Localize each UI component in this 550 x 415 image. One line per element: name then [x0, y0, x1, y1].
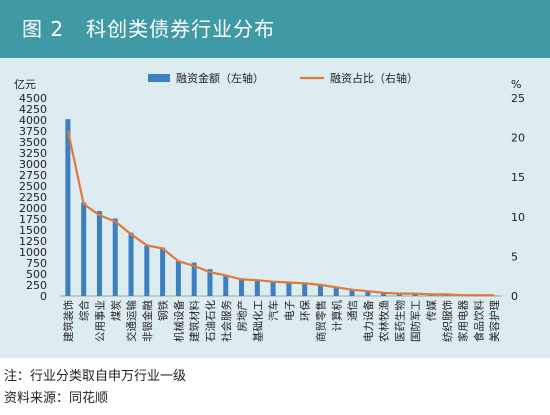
- left-tick-label: 4500: [19, 92, 47, 105]
- category-label: 医药生物: [393, 300, 406, 342]
- figure-source: 资料来源：同花顺: [4, 391, 109, 406]
- left-tick-label: 1000: [19, 246, 47, 259]
- category-label: 石油石化: [204, 300, 217, 342]
- bar: [286, 282, 292, 296]
- axes: 亿元 %0250500750100012501500175020002250250…: [14, 78, 525, 303]
- category-label: 纺织服饰: [441, 300, 454, 342]
- left-tick-label: 2500: [19, 180, 47, 193]
- category-label: 电子: [283, 300, 296, 321]
- bar: [175, 260, 181, 296]
- legend-swatch-bar: [148, 74, 170, 82]
- right-axis-unit: %: [511, 78, 521, 91]
- bar: [112, 218, 118, 296]
- category-labels: 建筑装饰 综合 公用事业 煤炭 交通运输 非银金融 钢铁 机械设备 建筑材料 石油石化 社会服务 房地…: [62, 300, 501, 343]
- right-tick-label: 20: [511, 132, 525, 145]
- left-tick-label: 2000: [19, 202, 47, 215]
- bar: [317, 285, 323, 296]
- left-tick-label: 2750: [19, 169, 47, 182]
- category-label: 基础化工: [251, 300, 264, 342]
- figure-header: 图 2 科创类债券行业分布: [0, 0, 550, 58]
- figure-title: 图 2 科创类债券行业分布: [22, 17, 276, 41]
- category-label: 社会服务: [220, 300, 233, 342]
- category-label: 家用电器: [457, 300, 470, 342]
- category-label: 商贸零售: [314, 300, 327, 342]
- legend-label-line: 融资占比（右轴）: [330, 71, 418, 85]
- category-label: 传媒: [425, 300, 438, 321]
- bar: [223, 275, 229, 296]
- left-tick-label: 1500: [19, 224, 47, 237]
- category-label: 建筑材料: [188, 300, 201, 342]
- right-tick-label: 0: [511, 290, 518, 303]
- bar: [207, 269, 213, 296]
- category-label: 环保: [299, 300, 312, 321]
- bar: [333, 286, 339, 296]
- category-label: 机械设备: [172, 300, 185, 342]
- category-label: 非银金融: [141, 300, 154, 342]
- category-label: 美容护理: [488, 300, 501, 342]
- legend-label-bar: 融资金额（左轴）: [176, 71, 264, 85]
- left-tick-label: 4000: [19, 114, 47, 127]
- category-label: 建筑装饰: [62, 300, 75, 342]
- right-tick-label: 10: [511, 211, 525, 224]
- left-tick-label: 1250: [19, 235, 47, 248]
- left-tick-label: 4250: [19, 103, 47, 116]
- category-label: 计算机: [330, 300, 343, 332]
- bar: [191, 262, 197, 296]
- right-tick-label: 15: [511, 171, 525, 184]
- legend: 融资金额（左轴） 融资占比（右轴）: [148, 71, 418, 85]
- bar: [412, 293, 418, 296]
- left-tick-label: 3500: [19, 136, 47, 149]
- right-tick-label: 5: [511, 250, 518, 263]
- category-label: 汽车: [267, 300, 280, 321]
- bar: [270, 281, 276, 296]
- category-label: 公用事业: [93, 300, 106, 342]
- bar: [144, 245, 150, 296]
- left-tick-label: 3000: [19, 158, 47, 171]
- bar: [349, 289, 355, 296]
- bar: [254, 280, 260, 296]
- category-label: 交通运输: [125, 300, 138, 342]
- bar: [365, 291, 371, 296]
- figure-note: 注：行业分类取自申万行业一级: [4, 369, 187, 384]
- chart-panel: 亿元% 0 250 500 750 1000 1250 1500 1750 2000 2250 250…: [0, 58, 550, 358]
- chart: 亿元 %0250500750100012501500175020002250250…: [14, 71, 525, 343]
- category-label: 煤炭: [109, 300, 122, 321]
- left-axis-unit: 亿元: [14, 78, 36, 91]
- bar: [81, 202, 87, 296]
- bar: [65, 119, 71, 296]
- left-tick-label: 1750: [19, 213, 47, 226]
- left-tick-label: 2250: [19, 191, 47, 204]
- category-label: 食品饮料: [472, 300, 485, 342]
- left-tick-label: 3250: [19, 147, 47, 160]
- line-series: [66, 130, 495, 297]
- left-tick-label: 250: [26, 279, 47, 292]
- category-label: 农林牧渔: [378, 300, 391, 342]
- bar: [128, 232, 134, 296]
- left-tick-label: 3750: [19, 125, 47, 138]
- bar: [302, 283, 308, 296]
- line-path: [66, 130, 495, 297]
- bar: [160, 247, 166, 296]
- category-label: 通信: [347, 300, 359, 321]
- category-label: 钢铁: [157, 300, 170, 321]
- category-label: 电力设备: [362, 300, 375, 342]
- bar-series: [65, 119, 497, 296]
- category-label: 综合: [78, 300, 91, 321]
- bar: [96, 211, 102, 296]
- right-tick-label: 25: [511, 92, 525, 105]
- left-tick-label: 0: [40, 290, 47, 303]
- category-label: 国防军工: [409, 300, 422, 342]
- left-tick-label: 500: [26, 268, 47, 281]
- bar: [381, 292, 387, 296]
- category-label: 房地产: [236, 300, 249, 332]
- bar: [239, 278, 245, 296]
- left-tick-label: 750: [26, 257, 47, 270]
